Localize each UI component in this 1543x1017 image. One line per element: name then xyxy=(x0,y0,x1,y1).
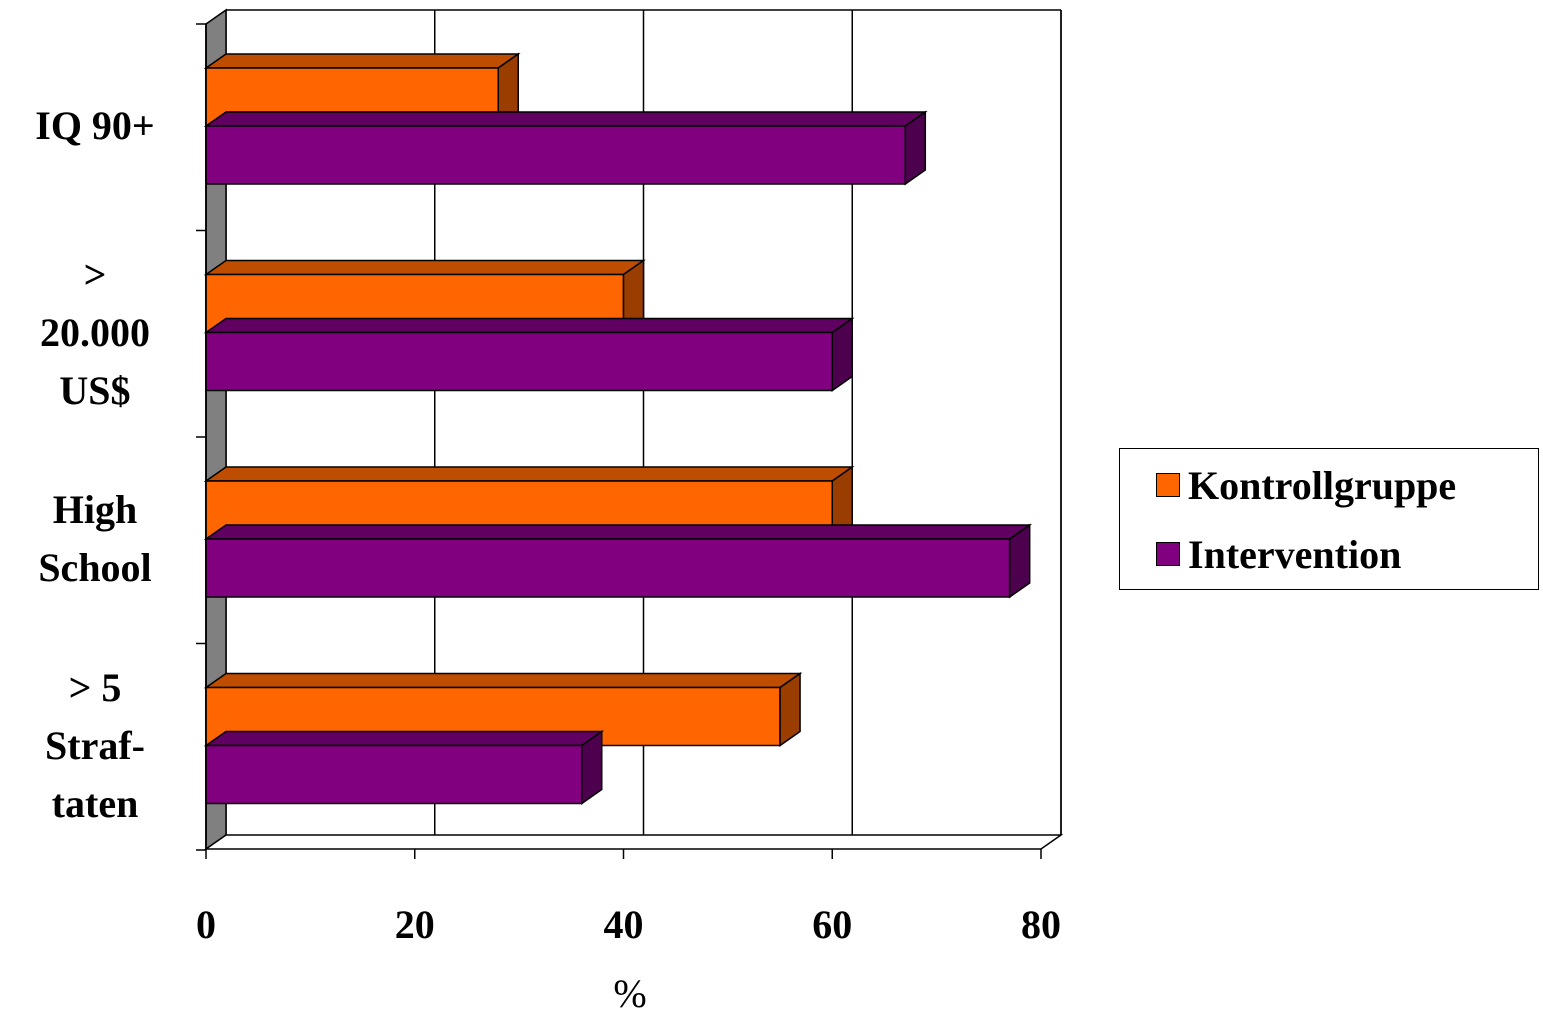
x-tick-label: 0 xyxy=(196,902,216,947)
bar-top-intervention xyxy=(203,111,928,127)
x-tick-label: 40 xyxy=(604,902,644,947)
x-tick-label: 80 xyxy=(1021,902,1061,947)
x-axis-label: % xyxy=(613,971,647,1016)
x-tick-label: 60 xyxy=(812,902,852,947)
category-label-line: > 5 xyxy=(68,664,122,710)
category-label: >20.000 US$ xyxy=(0,246,190,420)
bar-side-kontrollgruppe xyxy=(779,672,801,747)
legend: Kontrollgruppe Intervention xyxy=(1119,448,1539,590)
bar-intervention xyxy=(205,744,583,805)
legend-swatch-intervention xyxy=(1156,542,1180,566)
category-label-line: High xyxy=(52,487,138,532)
bar-side-intervention xyxy=(904,110,927,186)
category-label-line: 20.000 xyxy=(40,309,150,355)
bar-top-intervention xyxy=(203,317,855,334)
bar-top-kontrollgruppe xyxy=(203,672,803,689)
legend-label-intervention: Intervention xyxy=(1188,531,1402,577)
legend-item-kontrollgruppe: Kontrollgruppe xyxy=(1156,460,1456,510)
category-label-line: > xyxy=(83,251,107,297)
category-label: High School xyxy=(0,481,190,597)
bar-side-intervention xyxy=(831,317,853,392)
category-label-line: US$ xyxy=(59,367,131,413)
category-label-line: Straf- xyxy=(45,722,145,768)
x-tick-label: 20 xyxy=(395,902,435,947)
bar-side-intervention xyxy=(1008,523,1031,599)
bar-top-intervention xyxy=(203,524,1033,540)
bar-top-kontrollgruppe xyxy=(203,259,646,276)
bar-top-kontrollgruppe xyxy=(203,53,521,69)
floor xyxy=(203,834,1064,850)
bar-side-intervention xyxy=(581,730,603,805)
category-label: IQ 90+ xyxy=(0,97,190,155)
category-label: > 5 Straf-taten xyxy=(0,659,190,833)
legend-swatch-kontrollgruppe xyxy=(1156,473,1180,497)
bar-intervention xyxy=(205,538,1011,598)
bar-top-intervention xyxy=(203,730,605,747)
bar-top-kontrollgruppe xyxy=(203,466,855,482)
category-label-line: IQ 90+ xyxy=(35,103,155,148)
category-label-line: School xyxy=(38,545,152,590)
category-label-line: taten xyxy=(51,780,139,826)
legend-item-intervention: Intervention xyxy=(1156,529,1401,579)
bar-intervention xyxy=(205,331,833,392)
legend-label-kontrollgruppe: Kontrollgruppe xyxy=(1188,462,1457,508)
bar-intervention xyxy=(205,125,907,185)
